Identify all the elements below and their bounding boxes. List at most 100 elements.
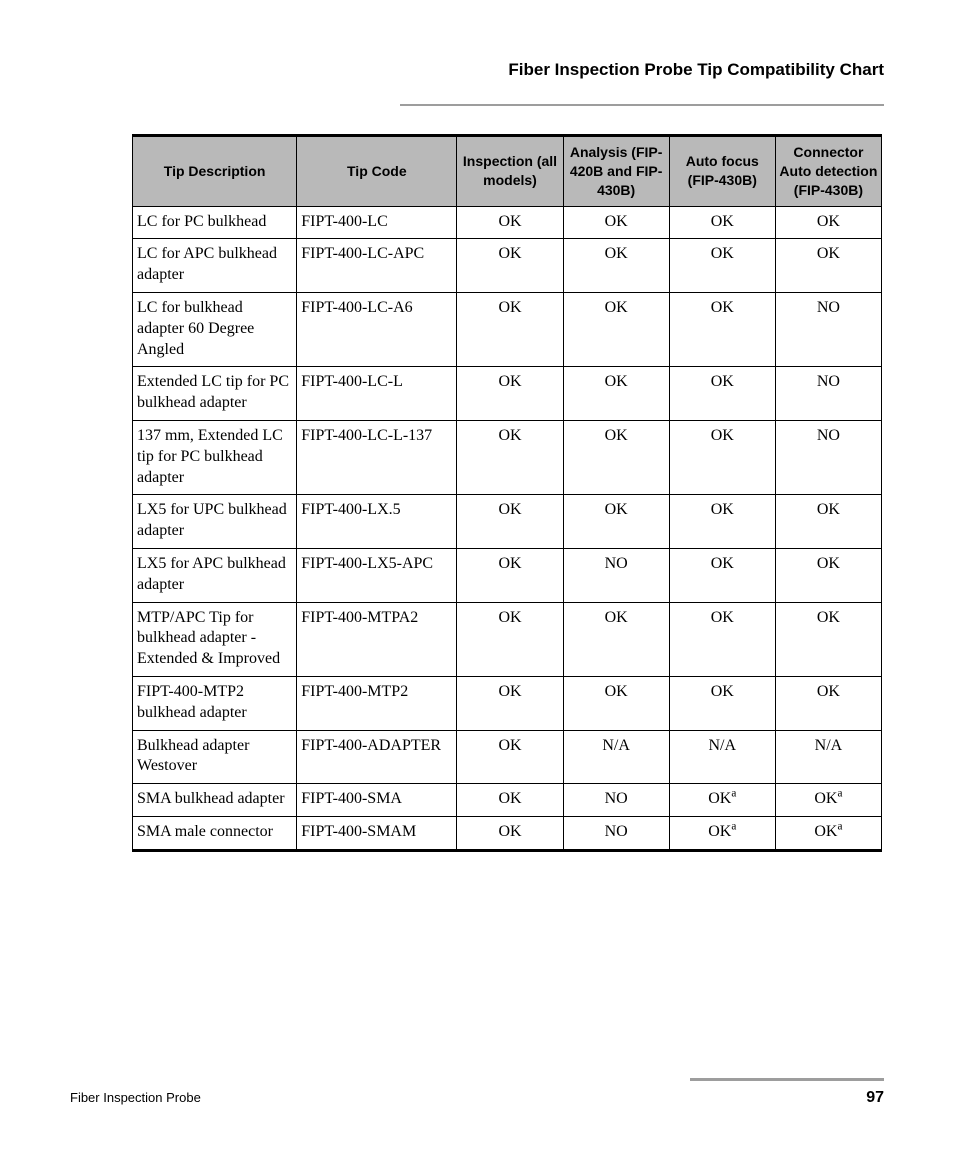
cell-inspection: OK <box>457 784 563 817</box>
table-row: MTP/APC Tip for bulkhead adapter - Exten… <box>133 602 882 676</box>
page-title: Fiber Inspection Probe Tip Compatibility… <box>70 60 884 80</box>
cell-inspection: OK <box>457 549 563 603</box>
cell-inspection: OK <box>457 239 563 293</box>
cell-tip-code: FIPT-400-MTP2 <box>297 677 457 731</box>
col-header-analysis: Analysis (FIP-420B and FIP-430B) <box>563 136 669 207</box>
cell-tip-code: FIPT-400-MTPA2 <box>297 602 457 676</box>
table-body: LC for PC bulkheadFIPT-400-LCOKOKOKOKLC … <box>133 206 882 850</box>
cell-autofocus: OK <box>669 206 775 239</box>
cell-inspection: OK <box>457 602 563 676</box>
cell-inspection: OK <box>457 677 563 731</box>
title-rule <box>400 104 884 106</box>
cell-autofocus: OK <box>669 367 775 421</box>
cell-autofocus: OK <box>669 421 775 495</box>
table-header-row: Tip Description Tip Code Inspection (all… <box>133 136 882 207</box>
cell-tip-description: SMA male connector <box>133 817 297 851</box>
cell-analysis: OK <box>563 367 669 421</box>
table-row: LC for PC bulkheadFIPT-400-LCOKOKOKOK <box>133 206 882 239</box>
cell-tip-code: FIPT-400-LC-L <box>297 367 457 421</box>
footnote-marker: a <box>731 821 736 833</box>
cell-connector: OK <box>775 495 881 549</box>
cell-analysis: OK <box>563 495 669 549</box>
cell-connector: OK <box>775 677 881 731</box>
cell-autofocus: OKa <box>669 817 775 851</box>
cell-autofocus: OKa <box>669 784 775 817</box>
col-header-code: Tip Code <box>297 136 457 207</box>
cell-autofocus: OK <box>669 549 775 603</box>
footnote-marker: a <box>731 788 736 800</box>
footer-doc-title: Fiber Inspection Probe <box>70 1090 201 1105</box>
table-row: LX5 for UPC bulkhead adapterFIPT-400-LX.… <box>133 495 882 549</box>
cell-autofocus: N/A <box>669 730 775 784</box>
table-row: LX5 for APC bulkhead adapterFIPT-400-LX5… <box>133 549 882 603</box>
cell-analysis: OK <box>563 239 669 293</box>
cell-connector: NO <box>775 421 881 495</box>
cell-tip-code: FIPT-400-SMAM <box>297 817 457 851</box>
cell-connector: N/A <box>775 730 881 784</box>
table-row: LC for bulkhead adapter 60 Degree Angled… <box>133 293 882 367</box>
cell-analysis: NO <box>563 784 669 817</box>
cell-analysis: OK <box>563 421 669 495</box>
cell-tip-code: FIPT-400-LC <box>297 206 457 239</box>
footer-row: Fiber Inspection Probe 97 <box>70 1089 884 1107</box>
compatibility-table: Tip Description Tip Code Inspection (all… <box>132 134 882 852</box>
cell-inspection: OK <box>457 495 563 549</box>
cell-tip-code: FIPT-400-LC-L-137 <box>297 421 457 495</box>
table-row: 137 mm, Extended LC tip for PC bulkhead … <box>133 421 882 495</box>
cell-tip-description: Extended LC tip for PC bulkhead adapter <box>133 367 297 421</box>
col-header-desc: Tip Description <box>133 136 297 207</box>
cell-connector: OK <box>775 239 881 293</box>
cell-tip-code: FIPT-400-LC-A6 <box>297 293 457 367</box>
table-row: LC for APC bulkhead adapterFIPT-400-LC-A… <box>133 239 882 293</box>
cell-connector: OK <box>775 602 881 676</box>
cell-tip-code: FIPT-400-LC-APC <box>297 239 457 293</box>
cell-tip-description: LC for bulkhead adapter 60 Degree Angled <box>133 293 297 367</box>
cell-tip-code: FIPT-400-LX5-APC <box>297 549 457 603</box>
table-row: FIPT-400-MTP2 bulkhead adapterFIPT-400-M… <box>133 677 882 731</box>
cell-inspection: OK <box>457 293 563 367</box>
table-row: SMA bulkhead adapterFIPT-400-SMAOKNOOKaO… <box>133 784 882 817</box>
cell-autofocus: OK <box>669 495 775 549</box>
cell-inspection: OK <box>457 206 563 239</box>
cell-tip-description: LX5 for UPC bulkhead adapter <box>133 495 297 549</box>
document-page: Fiber Inspection Probe Tip Compatibility… <box>0 0 954 1159</box>
cell-connector: OKa <box>775 784 881 817</box>
cell-autofocus: OK <box>669 602 775 676</box>
cell-tip-description: FIPT-400-MTP2 bulkhead adapter <box>133 677 297 731</box>
cell-tip-description: LC for PC bulkhead <box>133 206 297 239</box>
footer-page-number: 97 <box>866 1089 884 1107</box>
page-footer: Fiber Inspection Probe 97 <box>70 1078 884 1107</box>
cell-tip-description: Bulkhead adapter Westover <box>133 730 297 784</box>
cell-inspection: OK <box>457 367 563 421</box>
cell-analysis: NO <box>563 817 669 851</box>
col-header-connector: Connector Auto detection (FIP-430B) <box>775 136 881 207</box>
cell-connector: NO <box>775 367 881 421</box>
cell-analysis: N/A <box>563 730 669 784</box>
cell-connector: OK <box>775 206 881 239</box>
cell-analysis: OK <box>563 677 669 731</box>
cell-autofocus: OK <box>669 239 775 293</box>
cell-autofocus: OK <box>669 677 775 731</box>
footnote-marker: a <box>837 821 842 833</box>
cell-connector: OKa <box>775 817 881 851</box>
cell-analysis: OK <box>563 206 669 239</box>
table-row: SMA male connectorFIPT-400-SMAMOKNOOKaOK… <box>133 817 882 851</box>
cell-tip-description: LX5 for APC bulkhead adapter <box>133 549 297 603</box>
cell-analysis: OK <box>563 602 669 676</box>
cell-tip-description: LC for APC bulkhead adapter <box>133 239 297 293</box>
cell-inspection: OK <box>457 730 563 784</box>
cell-inspection: OK <box>457 817 563 851</box>
cell-tip-description: 137 mm, Extended LC tip for PC bulkhead … <box>133 421 297 495</box>
col-header-inspection: Inspection (all models) <box>457 136 563 207</box>
cell-inspection: OK <box>457 421 563 495</box>
cell-analysis: OK <box>563 293 669 367</box>
cell-tip-code: FIPT-400-LX.5 <box>297 495 457 549</box>
table-row: Extended LC tip for PC bulkhead adapterF… <box>133 367 882 421</box>
col-header-autofocus: Auto focus (FIP-430B) <box>669 136 775 207</box>
cell-connector: OK <box>775 549 881 603</box>
cell-analysis: NO <box>563 549 669 603</box>
cell-connector: NO <box>775 293 881 367</box>
cell-tip-description: MTP/APC Tip for bulkhead adapter - Exten… <box>133 602 297 676</box>
cell-tip-code: FIPT-400-SMA <box>297 784 457 817</box>
cell-autofocus: OK <box>669 293 775 367</box>
